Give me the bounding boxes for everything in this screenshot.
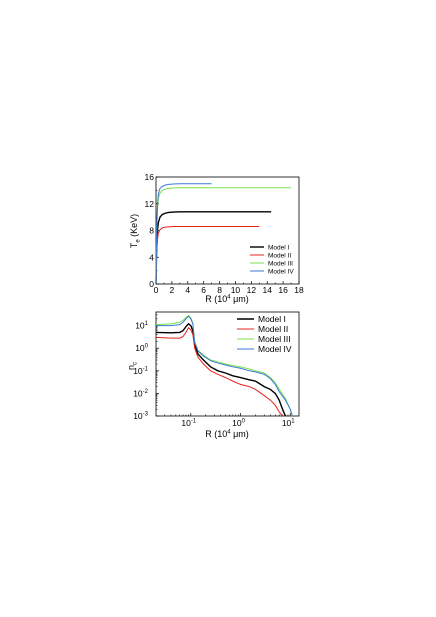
temperature-x-tick-label: 10: [231, 285, 241, 295]
temperature-y-tick-label: 8: [149, 226, 154, 236]
temperature-x-tick-label: 14: [262, 285, 272, 295]
temperature-x-tick-label: 0: [154, 285, 159, 295]
temperature-y-tick-label: 12: [145, 199, 155, 209]
density-series-line: [155, 322, 287, 417]
density-legend-label: Model IV: [258, 344, 292, 354]
density-y-tick-label: 10-3: [133, 411, 148, 421]
density-series-line: [155, 314, 293, 417]
temperature-x-tick-label: 12: [247, 285, 257, 295]
temperature-legend-label: Model I: [268, 244, 290, 251]
temperature-x-tick-label: 6: [201, 285, 206, 295]
density-x-tick-label: 100: [232, 418, 245, 428]
temperature-x-tick-label: 2: [170, 285, 175, 295]
density-y-tick-label: 101: [135, 321, 148, 331]
temperature-x-tick-label: 16: [278, 285, 288, 295]
temperature-legend-label: Model II: [268, 252, 291, 259]
density-y-tick-label: 10-2: [133, 388, 148, 398]
density-x-axis-label: R (104 μm): [205, 429, 249, 439]
temperature-y-tick-label: 0: [149, 279, 154, 289]
temperature-y-tick-label: 4: [149, 252, 154, 262]
density-ticks: 10-1 100 101 10-3 10-2 10-1 100 101: [133, 314, 295, 428]
temperature-x-axis-label: R (104 μm): [205, 294, 249, 304]
temperature-x-tick-label: 4: [185, 285, 190, 295]
temperature-x-tick-label: 8: [217, 285, 222, 295]
density-x-tick-label: 10-1: [181, 418, 196, 428]
temperature-series-line: [155, 225, 260, 285]
temperature-y-axis-label: Te (KeV): [129, 214, 142, 248]
temperature-legend-label: Model III: [268, 260, 293, 267]
density-series: [155, 314, 293, 417]
density-series-line: [155, 327, 283, 417]
density-legend-label: Model II: [258, 324, 288, 334]
density-series-line: [156, 315, 293, 417]
density-legend-label: Model III: [258, 334, 291, 344]
temperature-series-line: [155, 211, 272, 285]
temperature-x-tick-label: 18: [294, 285, 304, 295]
density-y-tick-label: 100: [135, 343, 148, 353]
density-y-axis-label: nc: [126, 362, 139, 370]
density-legend-label: Model I: [258, 314, 286, 324]
temperature-series-line: [155, 183, 212, 285]
temperature-series: [155, 183, 292, 285]
temperature-y-tick-label: 16: [145, 172, 155, 182]
density-x-tick-label: 101: [282, 418, 295, 428]
density-y-tick-label: 10-1: [133, 366, 148, 376]
temperature-legend-label: Model IV: [268, 268, 294, 275]
